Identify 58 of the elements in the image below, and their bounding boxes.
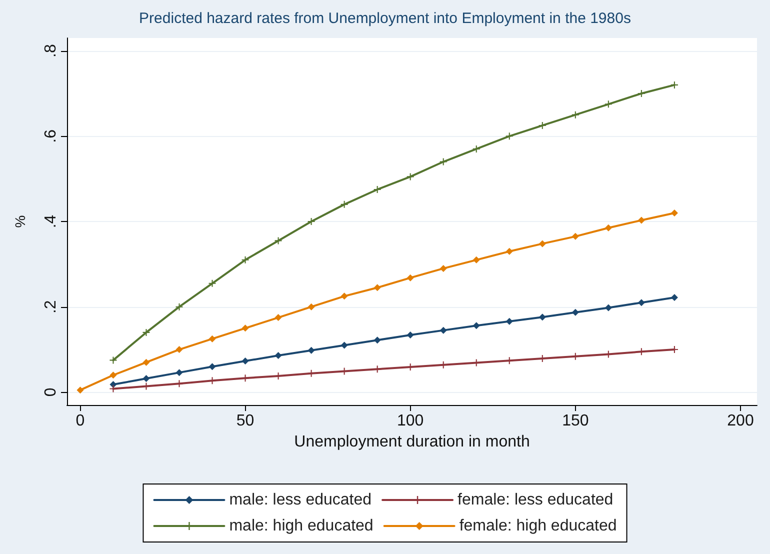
point [440,326,447,334]
point [670,294,678,301]
point [604,304,612,312]
legend-label: female: less educated [458,492,614,508]
chart-title: Predicted hazard rates from Unemployment into Employment in the 1980s [139,10,631,27]
point [538,240,546,248]
point [208,363,216,370]
point [538,314,546,321]
point [242,358,249,365]
point [506,318,513,325]
point [572,308,579,316]
point [572,232,579,240]
y-tick-label: .4 [42,214,60,228]
point [176,303,183,310]
point [76,386,84,394]
x-tick-label: 150 [562,412,589,430]
point [374,284,381,292]
x-tick-label: 0 [76,412,85,430]
point [472,322,480,330]
y-tick-label: .2 [42,300,60,314]
point [340,342,348,349]
point [406,274,414,282]
point [110,381,117,388]
point [670,209,678,216]
x-tick-label: 50 [236,412,254,430]
point [274,352,282,359]
point [472,256,480,264]
point [440,158,447,166]
point [274,314,282,322]
y-axis-title: % [12,215,28,228]
legend-label: male: less educated [229,492,372,508]
point [440,264,447,272]
x-axis-title: Unemployment duration in month [294,433,530,450]
x-tick-label: 200 [727,412,754,430]
point [506,248,513,255]
point [208,335,216,342]
point [308,346,315,354]
point [142,375,150,382]
point [142,328,150,336]
point [176,369,183,376]
legend-label: male: high educated [229,518,374,534]
point [110,372,117,379]
x-tick-label: 100 [397,412,424,430]
point [208,280,216,287]
y-tick-label: .8 [42,44,60,58]
legend-label: female: high educated [459,518,617,534]
point [176,346,183,354]
point [242,324,249,332]
point [340,292,348,300]
point [638,299,645,306]
point [604,224,612,232]
point [142,358,150,366]
y-tick-label: 0 [42,388,60,397]
point [374,336,381,344]
point [406,332,414,339]
point [308,303,315,310]
point [638,216,645,224]
y-tick-label: .6 [42,129,60,143]
